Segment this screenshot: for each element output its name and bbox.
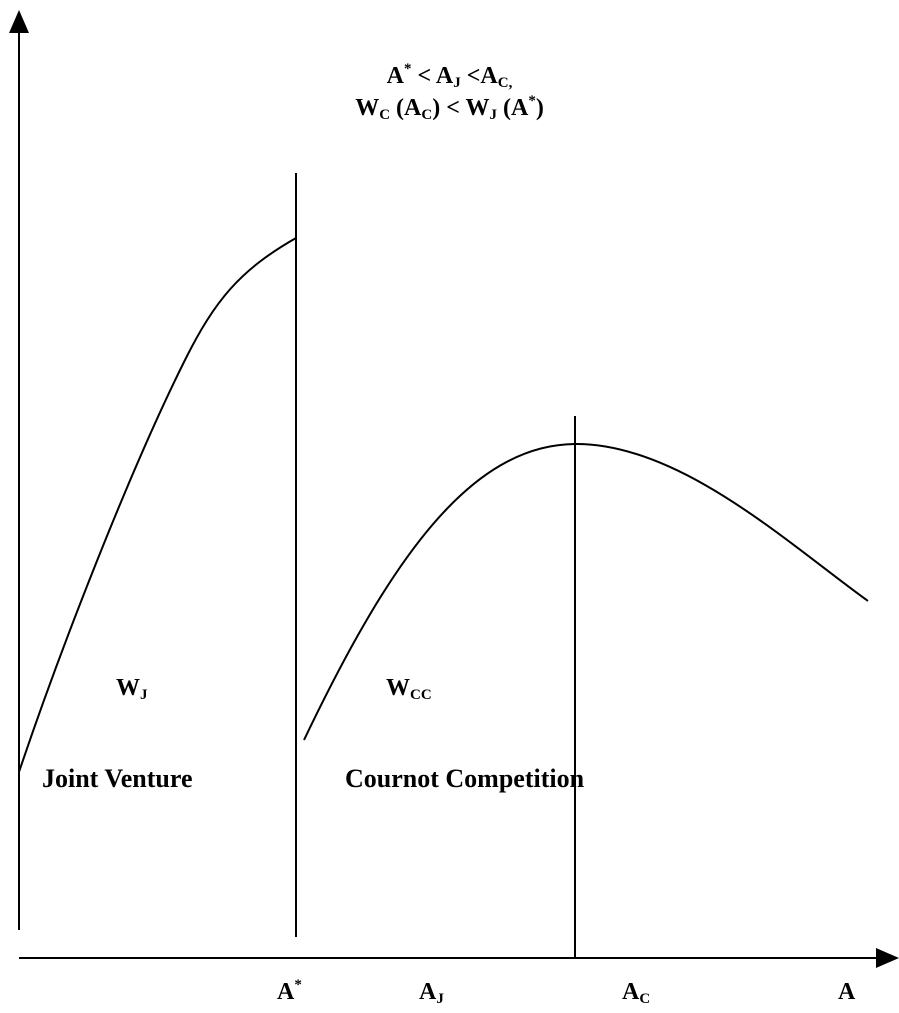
wcc-label-sub: CC: [410, 687, 432, 703]
cond-aj-sub: J: [453, 75, 461, 91]
x-label-a-j: AJ: [419, 979, 444, 1007]
x-label-a-j-sub: J: [436, 991, 444, 1007]
cond-paren-close-2: ): [535, 95, 544, 121]
wj-curve-label: WJ: [116, 675, 148, 703]
cond-ac-sub: C,: [497, 75, 513, 91]
cond-wj: W: [465, 95, 490, 121]
x-label-a: A: [838, 980, 855, 1004]
x-label-a-c: AC: [622, 979, 651, 1007]
x-label-a-main: A: [838, 979, 856, 1005]
cond-a-star-2-sup: *: [528, 93, 536, 109]
cond-wc: W: [355, 95, 380, 121]
cond-ac2: A: [404, 95, 422, 121]
cond-a-star: A: [386, 63, 404, 89]
cournot-region-label: Cournot Competition: [345, 764, 585, 793]
joint-venture-welfare-curve: [18, 237, 297, 773]
cond-wc-sub: C: [379, 107, 391, 123]
cond-a-star-2: A: [510, 95, 529, 121]
y-axis-arrowhead: [9, 10, 29, 33]
x-label-a-j-main: A: [419, 979, 437, 1005]
condition-text: A* < AJ <AC, WC (AC) < WJ (A*): [0, 60, 899, 124]
cond-lt-1: <: [411, 63, 436, 89]
condition-line-2: WC (AC) < WJ (A*): [0, 92, 899, 124]
cond-aj: A: [435, 63, 454, 89]
wcc-curve-label: WCC: [386, 675, 432, 703]
x-label-a-star-main: A: [277, 979, 295, 1005]
wj-label-main: W: [116, 675, 140, 701]
cond-a-star-sup: *: [404, 61, 412, 77]
condition-line-1: A* < AJ <AC,: [0, 60, 899, 92]
cond-wj-sub: J: [489, 107, 497, 123]
x-axis-arrowhead: [876, 948, 899, 968]
x-label-a-c-sub: C: [639, 991, 651, 1007]
cond-paren-open: (: [390, 95, 405, 121]
cond-lt-2: <: [460, 63, 481, 89]
joint-venture-region-label: Joint Venture: [42, 764, 193, 793]
cond-paren-close: ): [432, 95, 441, 121]
cond-ac: A: [480, 63, 498, 89]
x-label-a-star: A*: [277, 977, 302, 1005]
wj-label-sub: J: [140, 687, 148, 703]
x-label-a-star-sup: *: [294, 977, 302, 993]
cond-ac2-sub: C: [421, 107, 433, 123]
cournot-welfare-curve: [303, 442, 869, 741]
cond-lt-3: <: [440, 95, 466, 121]
cond-paren-open-2: (: [496, 95, 511, 121]
wcc-label-main: W: [386, 675, 410, 701]
x-label-a-c-main: A: [622, 979, 640, 1005]
